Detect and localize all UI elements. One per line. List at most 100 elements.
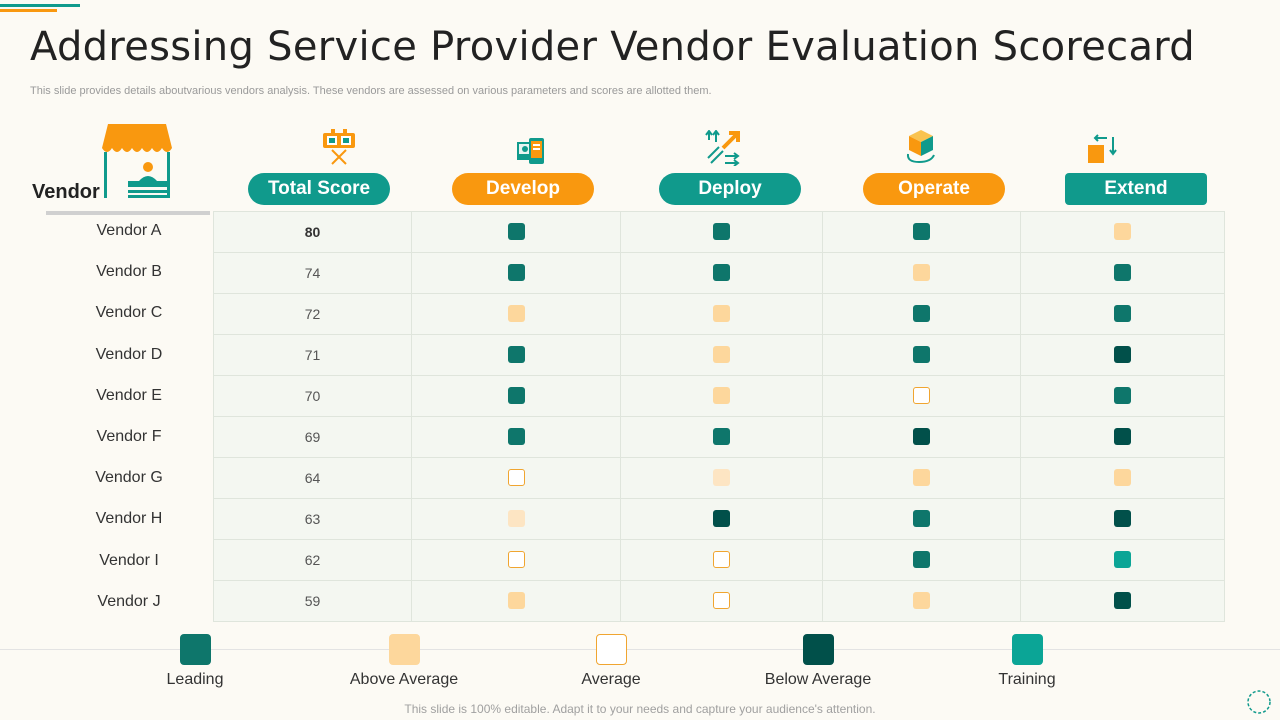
rating-cell [620,252,823,294]
total-score-cell: 80 [213,211,412,253]
rating-square-average [913,387,930,405]
total-score-cell: 74 [213,252,412,294]
table-row: 69 [213,416,1225,458]
rating-square-leading [507,346,525,364]
rating-square-above-average [913,469,930,487]
billboard-icon [323,129,355,165]
rating-square-leading [713,428,730,446]
vendor-name: Vendor B [96,263,162,281]
vendor-stall-icon [102,124,172,198]
rating-cell [822,211,1021,253]
legend-label: Average [581,671,641,688]
rating-cell [620,539,823,581]
deploy-arrows-icon [705,130,740,166]
rating-square-leading [713,223,730,241]
vendor-name: Vendor F [96,428,162,445]
rating-square-light-peach [713,469,730,487]
rating-square-leading [1114,387,1131,405]
extend-icon [1088,134,1117,163]
rating-cell [620,293,823,335]
rating-square-leading [913,223,930,241]
table-row: 72 [213,293,1225,335]
rating-square-leading [507,264,525,282]
column-header-extend: Extend [1065,173,1207,205]
rating-cell [822,539,1021,581]
footer-note: This slide is 100% editable. Adapt it to… [404,702,876,716]
total-score-cell: 70 [213,375,412,417]
rating-square-light-peach [507,510,525,528]
table-row: 80 [213,211,1225,253]
rating-cell [620,457,823,499]
rating-cell [1020,539,1225,581]
rating-square-below-average [713,510,730,528]
legend-swatch [1011,634,1043,665]
rating-cell [411,457,621,499]
column-header-operate: Operate [863,173,1005,205]
legend-label: Below Average [764,671,872,688]
rating-square-above-average [913,264,930,282]
rating-square-average [713,551,730,569]
rating-square-leading [913,346,930,364]
table-row: 70 [213,375,1225,417]
total-score-cell: 59 [213,580,412,622]
rating-cell [1020,375,1225,417]
legend-label: Leading [166,671,224,688]
rating-cell [1020,457,1225,499]
legend-label: Training [998,671,1056,688]
column-header-deploy: Deploy [659,173,801,205]
rating-cell [411,498,621,540]
rating-cell [620,416,823,458]
vendor-name: Vendor G [95,469,163,487]
rating-square-training [1114,551,1131,569]
rating-cell [822,252,1021,294]
legend-label: Above Average [349,671,459,688]
gear-outline-icon [1247,690,1271,714]
rating-square-above-average [713,387,730,405]
vendor-name: Vendor E [96,386,162,404]
rating-square-above-average [1114,223,1131,241]
page-subtitle: This slide provides details aboutvarious… [30,85,712,97]
total-score-cell: 62 [213,539,412,581]
rating-cell [1020,211,1225,253]
table-row: 59 [213,580,1225,622]
rating-square-below-average [1114,346,1131,364]
rating-square-above-average [713,305,730,323]
rating-square-leading [507,387,525,405]
rating-cell [620,375,823,417]
rating-square-above-average [913,592,930,610]
column-header-develop: Develop [452,173,594,205]
rating-cell [822,293,1021,335]
table-row: 64 [213,457,1225,499]
legend-item-training: Training [937,634,1117,689]
rating-square-above-average [713,346,730,364]
vendor-name: Vendor I [99,551,159,569]
vendor-name: Vendor D [95,345,163,363]
rating-cell [411,539,621,581]
rating-square-leading [507,223,525,241]
rating-square-leading [1114,264,1131,282]
rating-cell [822,457,1021,499]
rating-cell [1020,293,1225,335]
rating-square-leading [913,510,930,528]
rating-square-average [507,551,525,569]
column-header-total-score: Total Score [248,173,390,205]
rating-cell [1020,416,1225,458]
vendor-column-header: Vendor [32,181,100,203]
table-row: 71 [213,334,1225,376]
operate-cube-icon [906,130,935,164]
table-row: 63 [213,498,1225,540]
rating-cell [822,416,1021,458]
table-row: 62 [213,539,1225,581]
legend-swatch [388,634,420,665]
rating-cell [411,416,621,458]
rating-square-below-average [1114,428,1131,446]
page-title: Addressing Service Provider Vendor Evalu… [30,24,1195,70]
rating-cell [411,580,621,622]
rating-square-above-average [1114,469,1131,487]
rating-cell [1020,252,1225,294]
vendor-name: Vendor C [95,304,163,322]
vendor-name: Vendor A [96,222,162,239]
rating-cell [620,580,823,622]
rating-square-leading [913,305,930,323]
rating-square-below-average [913,428,930,446]
